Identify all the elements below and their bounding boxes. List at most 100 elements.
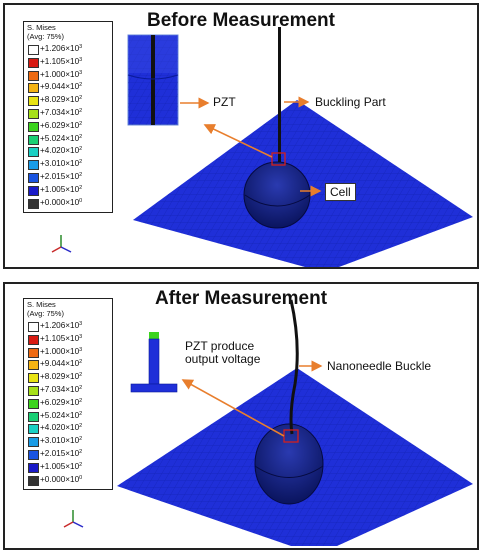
before-scene bbox=[51, 27, 473, 267]
legend-swatch bbox=[28, 398, 39, 409]
legend-swatch bbox=[28, 147, 39, 158]
cell-dome bbox=[254, 423, 324, 505]
legend-swatch bbox=[28, 70, 39, 81]
before-title: Before Measurement bbox=[147, 10, 335, 31]
legend-value: +9.044×102 bbox=[40, 359, 83, 369]
after-scene bbox=[63, 299, 473, 546]
legend-swatch bbox=[28, 45, 39, 55]
legend-swatch bbox=[28, 347, 39, 358]
legend-swatch bbox=[28, 386, 39, 396]
legend-swatch bbox=[28, 96, 39, 107]
legend-entry: +2.015×102 bbox=[28, 449, 110, 460]
legend-entry: +7.034×102 bbox=[28, 108, 110, 119]
legend-swatch bbox=[28, 322, 39, 332]
legend-swatch bbox=[28, 185, 39, 196]
legend-swatch bbox=[28, 450, 39, 460]
legend-entry: +8.029×102 bbox=[28, 95, 110, 107]
legend-entry: +0.000×100 bbox=[28, 474, 110, 486]
legend-value: +2.015×102 bbox=[40, 172, 83, 181]
legend-swatch bbox=[28, 134, 39, 145]
after-title: After Measurement bbox=[154, 288, 328, 309]
pzt-voltage-arrow bbox=[181, 379, 285, 437]
nanoneedle bbox=[278, 27, 281, 162]
legend-title: S. Mises (Avg: 75%) bbox=[27, 23, 64, 41]
legend-value: +6.029×102 bbox=[40, 397, 83, 407]
legend-value: +9.044×102 bbox=[40, 82, 83, 92]
legend-value: +1.206×103 bbox=[40, 321, 83, 330]
legend-entry: +2.015×102 bbox=[28, 172, 110, 183]
pzt-element bbox=[130, 332, 178, 393]
legend-entry: +6.029×102 bbox=[28, 397, 110, 409]
legend-swatch bbox=[28, 334, 39, 345]
buckled-nanoneedle bbox=[289, 299, 299, 435]
legend-entry: +7.034×102 bbox=[28, 385, 110, 396]
cell-label: Cell bbox=[325, 183, 356, 201]
legend-entry: +3.010×102 bbox=[28, 436, 110, 448]
legend-value: +0.000×100 bbox=[40, 197, 83, 207]
stress-legend: S. Mises (Avg: 75%) +1.206×103 +1.105×103 +… bbox=[23, 298, 113, 490]
legend-value: +1.105×103 bbox=[40, 333, 83, 343]
legend-value: +4.020×102 bbox=[40, 146, 83, 156]
legend-swatch bbox=[28, 411, 39, 422]
legend-swatch bbox=[28, 424, 39, 435]
legend-value: +5.024×102 bbox=[40, 410, 83, 420]
legend-entry: +1.105×103 bbox=[28, 333, 110, 345]
legend-entry: +8.029×102 bbox=[28, 372, 110, 384]
after-measurement-panel: After Measurement S. Mises (Avg: 75%) +1.… bbox=[3, 282, 479, 550]
legend-value: +7.034×102 bbox=[40, 385, 83, 394]
legend-entry: +5.024×102 bbox=[28, 133, 110, 145]
legend-value: +1.000×103 bbox=[40, 69, 83, 79]
legend-swatch bbox=[28, 160, 39, 171]
legend-entry: +1.005×102 bbox=[28, 461, 110, 473]
legend-title: S. Mises (Avg: 75%) bbox=[27, 300, 64, 318]
legend-swatch bbox=[28, 198, 39, 209]
legend-entry: +1.206×103 bbox=[28, 44, 110, 55]
legend-entry: +0.000×100 bbox=[28, 197, 110, 209]
legend-swatch bbox=[28, 173, 39, 183]
legend-swatch bbox=[28, 462, 39, 473]
legend-entry: +1.105×103 bbox=[28, 57, 110, 68]
cell-dome bbox=[243, 161, 311, 229]
legend-entry: +9.044×102 bbox=[28, 82, 110, 94]
pzt-label: PZT bbox=[213, 95, 236, 109]
legend-entry: +1.005×102 bbox=[28, 184, 110, 196]
legend-value: +3.010×102 bbox=[40, 159, 83, 169]
pzt-zoom-inset bbox=[127, 34, 179, 126]
legend-entry: +4.020×102 bbox=[28, 146, 110, 158]
zoom-connector bbox=[203, 124, 273, 158]
axis-triad bbox=[51, 235, 72, 253]
legend-value: +2.015×102 bbox=[40, 449, 83, 458]
legend-value: +5.024×102 bbox=[40, 133, 83, 143]
buckling-part-label: Buckling Part bbox=[315, 95, 386, 109]
legend-entry: +5.024×102 bbox=[28, 410, 110, 422]
legend-value: +1.005×102 bbox=[40, 461, 83, 471]
legend-value: +8.029×102 bbox=[40, 95, 83, 105]
legend-swatch bbox=[28, 360, 39, 371]
legend-swatch bbox=[28, 109, 39, 119]
legend-swatch bbox=[28, 437, 39, 448]
legend-entry: +1.000×103 bbox=[28, 69, 110, 81]
pzt-produce-label: PZT produce output voltage bbox=[185, 339, 261, 366]
legend-swatch bbox=[28, 475, 39, 486]
legend-value: +1.206×103 bbox=[40, 44, 83, 53]
legend-entry: +9.044×102 bbox=[28, 359, 110, 371]
legend-swatch bbox=[28, 121, 39, 132]
legend-swatch bbox=[28, 83, 39, 94]
stress-legend: S. Mises (Avg: 75%) +1.206×103 +1.105×103 +… bbox=[23, 21, 113, 213]
legend-value: +0.000×100 bbox=[40, 474, 83, 484]
legend-value: +3.010×102 bbox=[40, 436, 83, 446]
legend-swatch bbox=[28, 57, 39, 68]
legend-entry: +4.020×102 bbox=[28, 423, 110, 435]
legend-value: +7.034×102 bbox=[40, 108, 83, 117]
legend-entry: +3.010×102 bbox=[28, 159, 110, 171]
before-measurement-panel: Before Measurement S. Mises (Avg: 75%) +1… bbox=[3, 3, 479, 269]
legend-value: +1.005×102 bbox=[40, 184, 83, 194]
legend-value: +8.029×102 bbox=[40, 372, 83, 382]
legend-value: +1.000×103 bbox=[40, 346, 83, 356]
legend-entry: +6.029×102 bbox=[28, 120, 110, 132]
pzt-highlight-box bbox=[271, 152, 286, 166]
legend-value: +6.029×102 bbox=[40, 120, 83, 130]
axis-triad bbox=[63, 510, 84, 528]
legend-value: +4.020×102 bbox=[40, 423, 83, 433]
legend-swatch bbox=[28, 373, 39, 384]
